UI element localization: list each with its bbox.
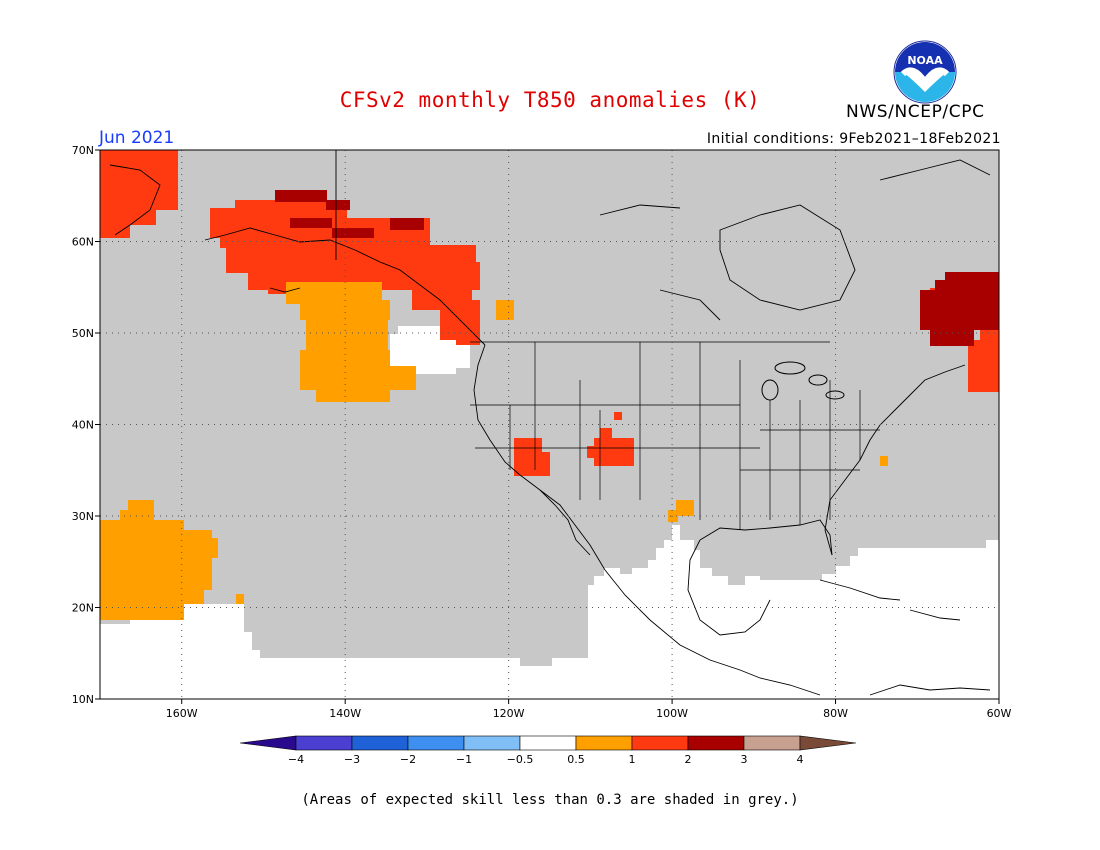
lat-tick-label: 10N [72, 693, 94, 706]
lat-tick-label: 20N [72, 602, 94, 615]
anomaly-0.5-1K [184, 590, 204, 604]
colorbar-bin [463, 735, 521, 751]
lat-tick-label: 50N [72, 327, 94, 340]
lat-tick-label: 60N [72, 236, 94, 249]
coastline-segment [824, 364, 966, 556]
colorbar-tick-label: 0.5 [567, 753, 585, 766]
colorbar-bin [407, 735, 465, 751]
colorbar-tick-label: −2 [400, 753, 416, 766]
colorbar: −4 −3 −2 −1 −0.5 0.5 1 2 3 4 [239, 735, 857, 766]
anomaly-0.5-1K [676, 500, 694, 516]
coastline-segment [879, 159, 991, 181]
lon-tick-label: 160W [166, 707, 198, 720]
great-lake [808, 374, 828, 386]
colorbar-bin [351, 735, 409, 751]
anomaly-1-2K [440, 300, 480, 345]
lat-tick-label: 70N [72, 144, 94, 157]
coastline-segment [819, 579, 901, 601]
anomaly-1-2K [514, 438, 542, 452]
coastline-segment [699, 519, 833, 556]
anomaly-2-3K [275, 190, 327, 202]
coastline-segment [539, 489, 591, 556]
anomaly-2-3K [290, 218, 332, 228]
lon-tick-label: 80W [823, 707, 848, 720]
lon-tick-label: 60W [987, 707, 1012, 720]
svg-text:NOAA: NOAA [907, 54, 943, 67]
anomaly-shading [100, 150, 999, 699]
coastline-segment [473, 344, 606, 571]
colorbar-tick-label: 2 [685, 753, 692, 766]
anomaly-0.5-1K [300, 300, 390, 320]
anomaly-0.5-1K [880, 456, 888, 466]
anomaly-0.5-1K [206, 538, 218, 558]
coastline-segment [719, 204, 856, 311]
colorbar-arrow-low [239, 735, 297, 751]
lon-tick-label: 140W [329, 707, 361, 720]
anomaly-1-2K [100, 150, 178, 170]
lat-tick-label: 40N [72, 419, 94, 432]
anomaly-0.5-1K [316, 388, 390, 402]
coastline-segment [269, 287, 301, 293]
anomaly-0.5-1K [100, 520, 184, 620]
coastlines [109, 150, 991, 696]
anomaly-1-2K [980, 330, 999, 350]
skill-area-pacific-nw-top [390, 326, 456, 368]
great-lake [774, 361, 806, 375]
colorbar-tick-label: 1 [629, 753, 636, 766]
anomaly-1-2K [587, 446, 607, 458]
anomaly-1-2K [235, 200, 347, 220]
agency-label: NWS/NCEP/CPC [846, 102, 985, 122]
coastline-segment [604, 569, 821, 696]
anomaly-0.5-1K [496, 300, 514, 320]
anomaly-0.5-1K [286, 282, 382, 304]
anomaly-1-2K [614, 412, 622, 420]
anomaly-1-2K [130, 210, 156, 225]
colorbar-tick-label: 4 [797, 753, 804, 766]
coastline-segment [109, 164, 161, 236]
anomaly-0.5-1K [236, 594, 244, 604]
anomaly-2-3K [390, 218, 424, 230]
anomaly-1-2K [100, 170, 178, 210]
anomaly-2-3K [332, 228, 374, 238]
anomaly-1-2K [514, 452, 550, 476]
colorbar-bin [687, 735, 745, 751]
skill-footnote: (Areas of expected skill less than 0.3 a… [301, 792, 799, 808]
anomaly-1-2K [600, 428, 612, 440]
coastline-segment [869, 684, 991, 696]
axis-ticks: 70N 60N 50N 40N 30N 20N 10N 160W 140W 120W 100W 80W… [72, 144, 1012, 720]
colorbar-bin [743, 735, 801, 751]
coastline-segment [659, 289, 721, 321]
anomaly-2-3K [930, 330, 974, 346]
noaa-logo: NOAA [893, 40, 957, 104]
colorbar-tick-label: −0.5 [507, 753, 534, 766]
initial-conditions: Initial conditions: 9Feb2021–18Feb2021 [706, 131, 1001, 147]
colorbar-bin [295, 735, 353, 751]
lon-tick-label: 120W [493, 707, 525, 720]
lat-tick-label: 30N [72, 510, 94, 523]
lon-tick-label: 100W [656, 707, 688, 720]
coastline-segment [687, 539, 771, 636]
coastline-segment [909, 609, 961, 621]
forecast-month: Jun 2021 [99, 128, 175, 148]
coastline-segment [204, 227, 486, 346]
great-lake [825, 390, 845, 400]
colorbar-tick-label: −1 [456, 753, 472, 766]
coastline-segment [599, 204, 681, 216]
anomaly-0.5-1K [306, 320, 388, 350]
anomaly-1-2K [100, 210, 130, 238]
anomaly-2-3K [945, 272, 999, 286]
anomaly-0.5-1K [668, 510, 678, 522]
colorbar-bin [519, 735, 577, 751]
colorbar-tick-label: 3 [741, 753, 748, 766]
colorbar-arrow-high [799, 735, 857, 751]
colorbar-bin [575, 735, 633, 751]
colorbar-tick-label: −3 [344, 753, 360, 766]
anomaly-0.5-1K [128, 500, 154, 512]
colorbar-bin [631, 735, 689, 751]
anomaly-2-3K [326, 200, 350, 210]
colorbar-tick-label: −4 [288, 753, 304, 766]
chart-title: CFSv2 monthly T850 anomalies (K) [339, 88, 761, 112]
